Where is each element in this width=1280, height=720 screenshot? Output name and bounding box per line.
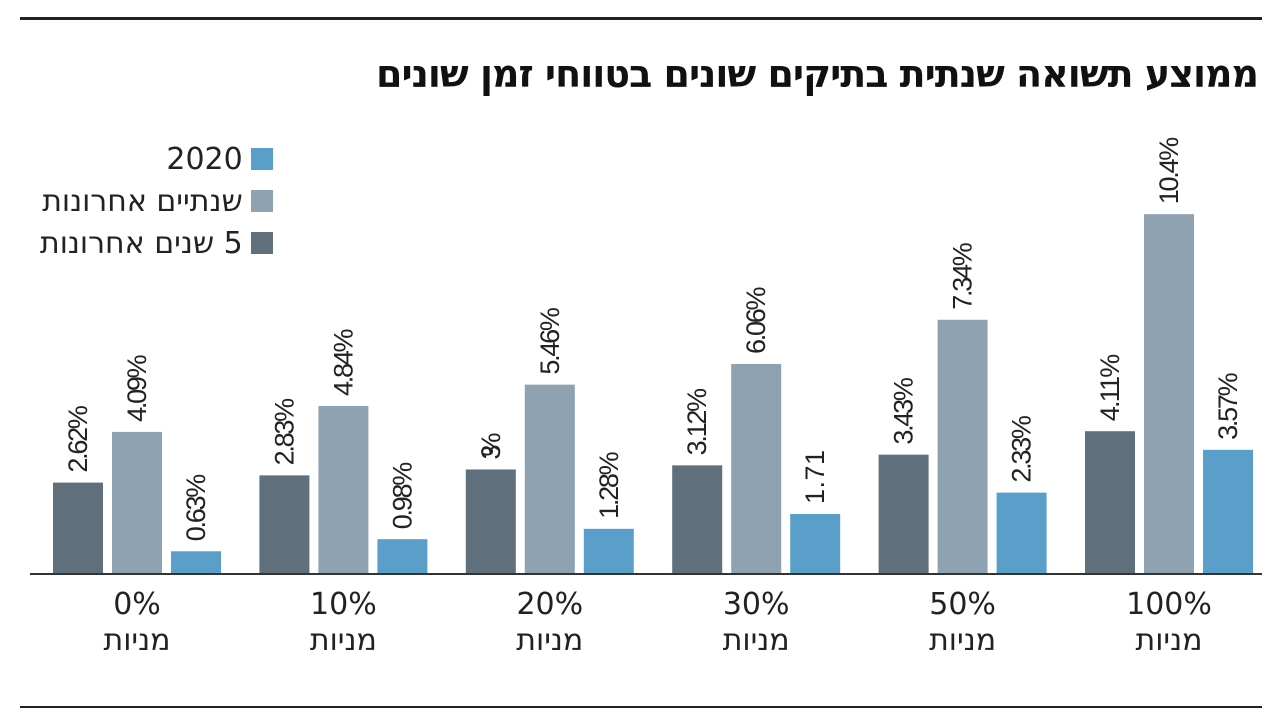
bar [996, 492, 1047, 573]
bar [112, 431, 162, 573]
data-label: 4.09% [122, 354, 152, 422]
legend-item: 2020 [40, 138, 273, 180]
category-label: 0% [113, 587, 161, 622]
category-label: 20% [516, 587, 583, 622]
top-rule [20, 17, 1262, 20]
category-label: 50% [929, 587, 996, 622]
bar [259, 475, 310, 573]
data-label: 0.63% [181, 474, 211, 542]
bar [731, 363, 782, 573]
category-label: מניות [723, 623, 790, 658]
bar [790, 514, 841, 573]
data-label: 3.43% [889, 377, 919, 445]
data-label: 3.12% [682, 388, 712, 456]
bar [672, 465, 723, 573]
bar [377, 539, 428, 573]
data-label: 2.62% [63, 405, 93, 473]
legend-label: 2020 [166, 141, 243, 177]
data-label: 6.06% [741, 286, 771, 354]
bar [1203, 449, 1253, 573]
data-label: 1.28% [594, 451, 624, 519]
bar [583, 528, 634, 573]
data-label: 2.83% [269, 398, 299, 466]
category-label: 30% [723, 587, 790, 622]
data-label: 10.4% [1154, 137, 1184, 205]
data-label: 4.11% [1095, 354, 1125, 422]
data-label: 2.33% [1007, 415, 1037, 483]
data-label: 0.98% [387, 462, 417, 530]
bar [1085, 431, 1135, 573]
legend-swatch [250, 148, 273, 170]
bar [937, 319, 988, 573]
bar [53, 482, 103, 573]
legend-item: 5 שנים אחרונות [40, 222, 273, 264]
data-label: 5.46% [535, 307, 565, 375]
data-label: 1.71 [800, 450, 830, 504]
data-label: 3% [476, 433, 506, 460]
bar [878, 454, 929, 573]
category-label: מניות [310, 623, 377, 658]
bar [1144, 214, 1194, 573]
bottom-rule [20, 706, 1262, 708]
bar [171, 551, 221, 573]
legend: 2020 שנתיים אחרונות 5 שנים אחרונות [40, 138, 273, 264]
data-label: 7.34% [948, 242, 978, 310]
legend-label: 5 שנים אחרונות [40, 225, 243, 261]
bar [318, 406, 369, 573]
category-label: מניות [516, 623, 583, 658]
legend-swatch [250, 232, 273, 254]
category-label: מניות [104, 623, 171, 658]
legend-swatch [250, 190, 273, 212]
legend-label: שנתיים אחרונות [42, 183, 243, 219]
category-label: מניות [929, 623, 996, 658]
category-label: מניות [1136, 623, 1203, 658]
legend-item: שנתיים אחרונות [40, 180, 273, 222]
bar [524, 384, 575, 573]
data-label: 3.57% [1213, 372, 1243, 440]
data-label: 4.84% [328, 329, 358, 397]
bar [465, 469, 516, 573]
category-label: 100% [1126, 587, 1212, 622]
chart-title: ממוצע תשואה שנתית בתיקים שונים בטווחי זמ… [375, 52, 1259, 96]
category-label: 10% [310, 587, 377, 622]
